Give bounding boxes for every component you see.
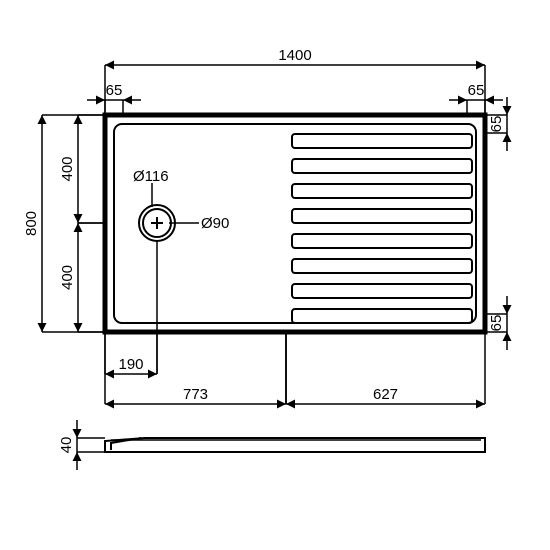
groove-1 (292, 159, 472, 173)
groove-0 (292, 134, 472, 148)
groove-6 (292, 284, 472, 298)
dim-margin-bottom: 65 (488, 315, 505, 332)
dim-overall-height: 800 (23, 211, 40, 236)
dim-half-top: 400 (59, 156, 76, 181)
groove-7 (292, 309, 472, 323)
groove-4 (292, 234, 472, 248)
dim-drain-offset: 190 (118, 356, 143, 373)
dim-half-bottom: 400 (59, 265, 76, 290)
groove-5 (292, 259, 472, 273)
dim-overall-width: 1400 (278, 47, 311, 64)
groove-3 (292, 209, 472, 223)
label-dia-outer: Ø116 (133, 168, 169, 185)
dim-profile-height: 40 (58, 437, 75, 454)
dim-margin-right: 65 (468, 82, 485, 99)
dim-left-section: 773 (183, 386, 208, 403)
label-dia-inner: Ø90 (201, 215, 229, 232)
dim-right-section: 627 (373, 386, 398, 403)
dim-margin-top: 65 (488, 116, 505, 133)
groove-2 (292, 184, 472, 198)
dim-margin-left: 65 (106, 82, 123, 99)
